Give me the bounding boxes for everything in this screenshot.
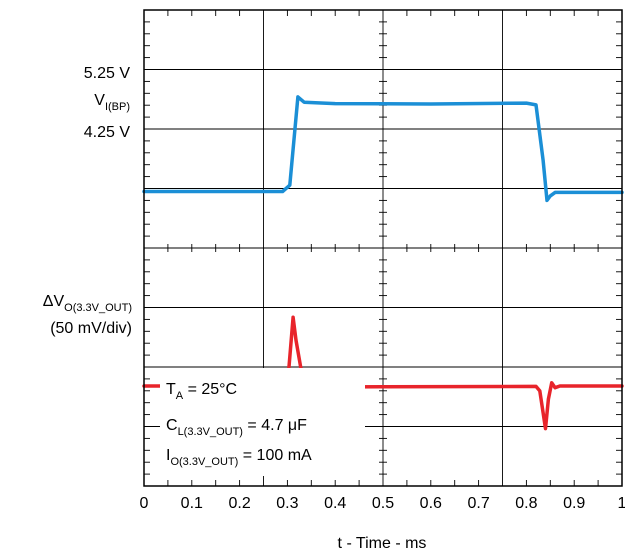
plot-frame: [143, 9, 623, 487]
x-tick-label: 0.2: [228, 495, 250, 512]
annotation-cl-sub: L(3.3V_OUT): [178, 426, 243, 438]
x-tick-label: 0.9: [563, 495, 585, 512]
series-layer: [142, 95, 624, 431]
upper-low-label: 4.25 V: [84, 124, 131, 141]
annotation-ta: TA = 25°C: [166, 381, 237, 402]
x-tick-label: 0.5: [372, 495, 394, 512]
lower-scale-label: (50 mV/div): [50, 320, 132, 337]
x-tick-label: 0.1: [181, 495, 203, 512]
upper-signal-sub: I(BP): [105, 101, 130, 113]
annotation-cl: CL(3.3V_OUT) = 4.7 μF: [166, 417, 307, 438]
upper-signal-label: VI(BP): [94, 92, 130, 113]
x-tick-label: 0.3: [276, 495, 298, 512]
annotation-ta-main: T: [166, 381, 176, 398]
annotation-io-sub: O(3.3V_OUT): [170, 456, 238, 468]
annotation-io: IO(3.3V_OUT) = 100 mA: [166, 447, 312, 468]
x-tick-labels: 0 0.1 0.2 0.3 0.4 0.5 0.6 0.7 0.8 0.9 1: [140, 495, 625, 512]
lower-delta-sub: O(3.3V_OUT): [64, 302, 132, 314]
series-line-delta-vout: [142, 315, 624, 431]
annotation-io-rest: = 100 mA: [238, 447, 312, 464]
upper-high-label: 5.25 V: [84, 65, 131, 82]
x-tick-label: 0.6: [420, 495, 442, 512]
lower-delta-label: ΔVO(3.3V_OUT): [43, 293, 132, 314]
annotation-cl-rest: = 4.7 μF: [243, 417, 307, 434]
series-line-vibp: [142, 95, 624, 203]
upper-signal-main: V: [94, 92, 105, 109]
annotation-ta-rest: = 25°C: [183, 381, 237, 398]
annotation-cl-main: C: [166, 417, 178, 434]
x-tick-label: 1: [618, 495, 625, 512]
x-tick-label: 0: [140, 495, 149, 512]
annotation-box-background: [160, 368, 365, 476]
lower-delta-main: ΔV: [43, 293, 65, 310]
x-axis-title: t - Time - ms: [338, 535, 427, 552]
x-tick-label: 0.8: [515, 495, 537, 512]
annotation-io-main: I: [166, 447, 170, 464]
annotation-ta-sub: A: [176, 390, 184, 402]
x-tick-label: 0.7: [467, 495, 489, 512]
x-tick-label: 0.4: [324, 495, 346, 512]
grid: [144, 10, 622, 486]
